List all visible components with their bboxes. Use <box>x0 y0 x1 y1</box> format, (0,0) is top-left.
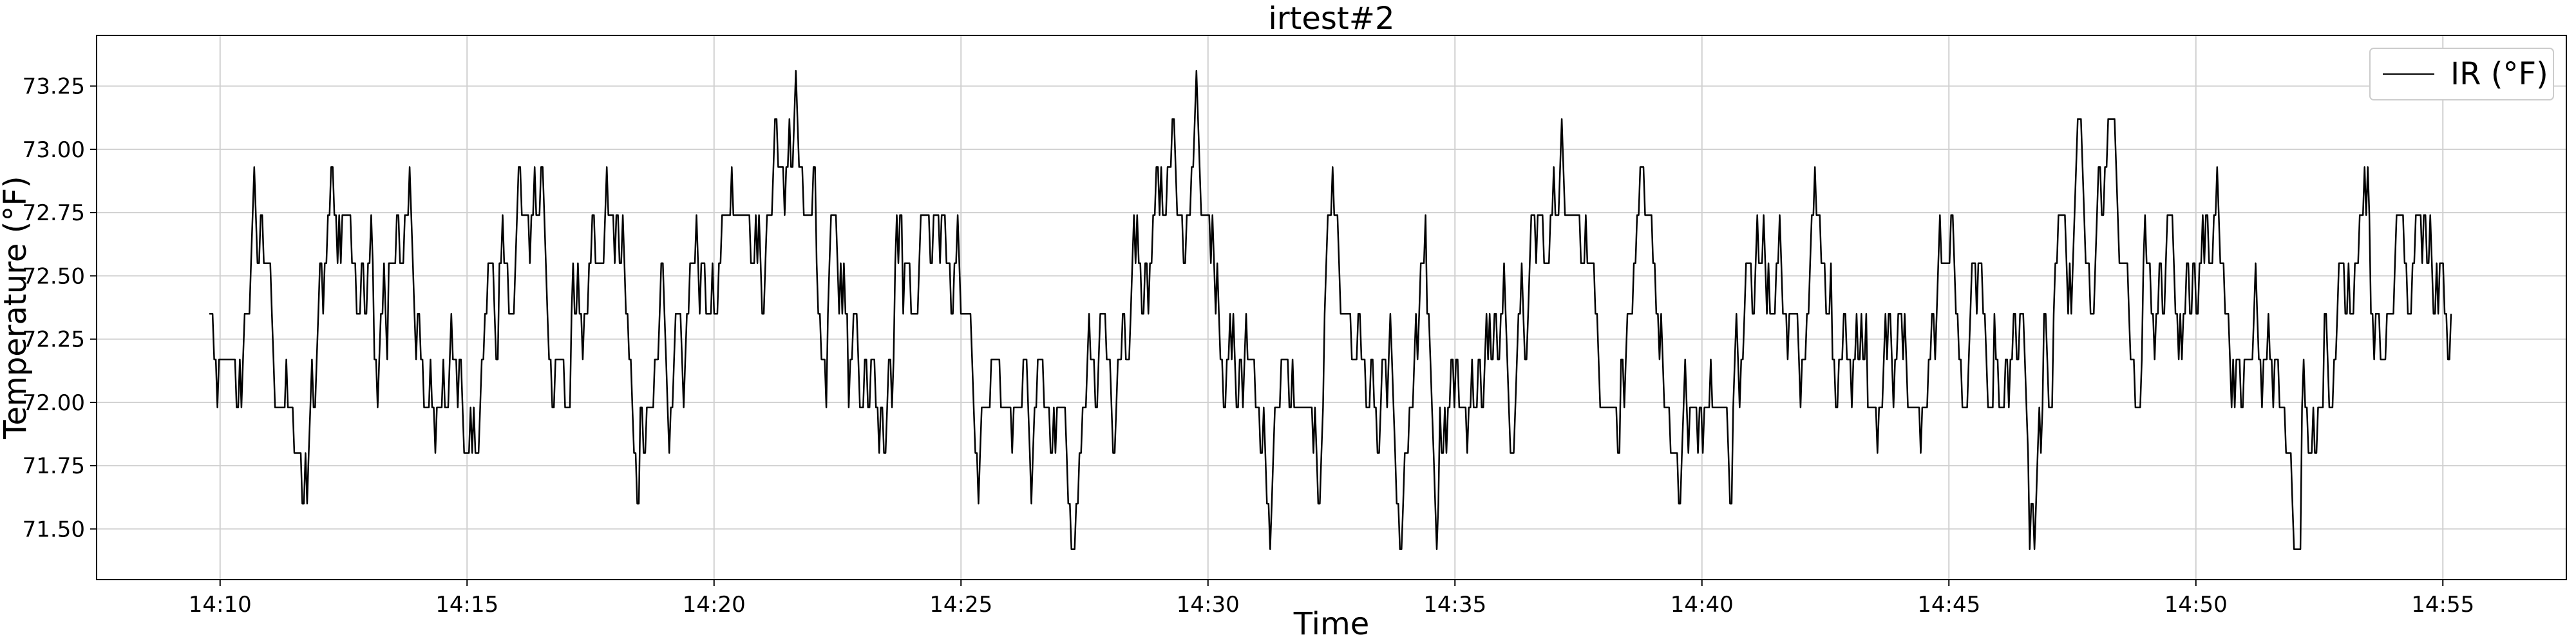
legend: IR (°F) <box>2369 48 2554 100</box>
x-tick-label: 14:35 <box>1423 592 1486 618</box>
x-tick-label: 14:15 <box>435 592 498 618</box>
x-tick-label: 14:50 <box>2164 592 2228 618</box>
x-tick-label: 14:45 <box>1917 592 1980 618</box>
y-tick-label: 73.00 <box>23 137 85 163</box>
x-tick-label: 14:30 <box>1177 592 1240 618</box>
y-tick-label: 72.00 <box>23 390 85 416</box>
plot-frame <box>96 35 2567 580</box>
x-tick-label: 14:55 <box>2411 592 2474 618</box>
y-tick-label: 71.50 <box>23 516 85 542</box>
plot-area <box>209 70 2452 551</box>
legend-box <box>2369 48 2554 100</box>
series-line-ir <box>209 70 2452 551</box>
y-tick-label: 73.25 <box>23 74 85 100</box>
y-axis: 71.50 71.75 72.00 72.25 72.50 72.75 73.00 73.25 <box>23 74 97 542</box>
y-tick-label: 72.50 <box>23 263 85 289</box>
y-tick-label: 72.75 <box>23 200 85 226</box>
legend-label: IR (°F) <box>2450 56 2548 92</box>
x-tick-label: 14:25 <box>929 592 992 618</box>
y-tick-label: 72.25 <box>23 327 85 353</box>
x-tick-label: 14:40 <box>1671 592 1734 618</box>
x-tick-label: 14:20 <box>683 592 746 618</box>
x-axis: 14:10 14:15 14:20 14:25 14:30 14:35 14:40 14:45… <box>189 580 2474 618</box>
y-tick-label: 71.75 <box>23 453 85 479</box>
chart-title: irtest#2 <box>1268 1 1394 37</box>
x-axis-title: Time <box>1293 606 1369 642</box>
x-tick-label: 14:10 <box>189 592 252 618</box>
y-axis-title: Temperature (°F) <box>0 176 33 439</box>
